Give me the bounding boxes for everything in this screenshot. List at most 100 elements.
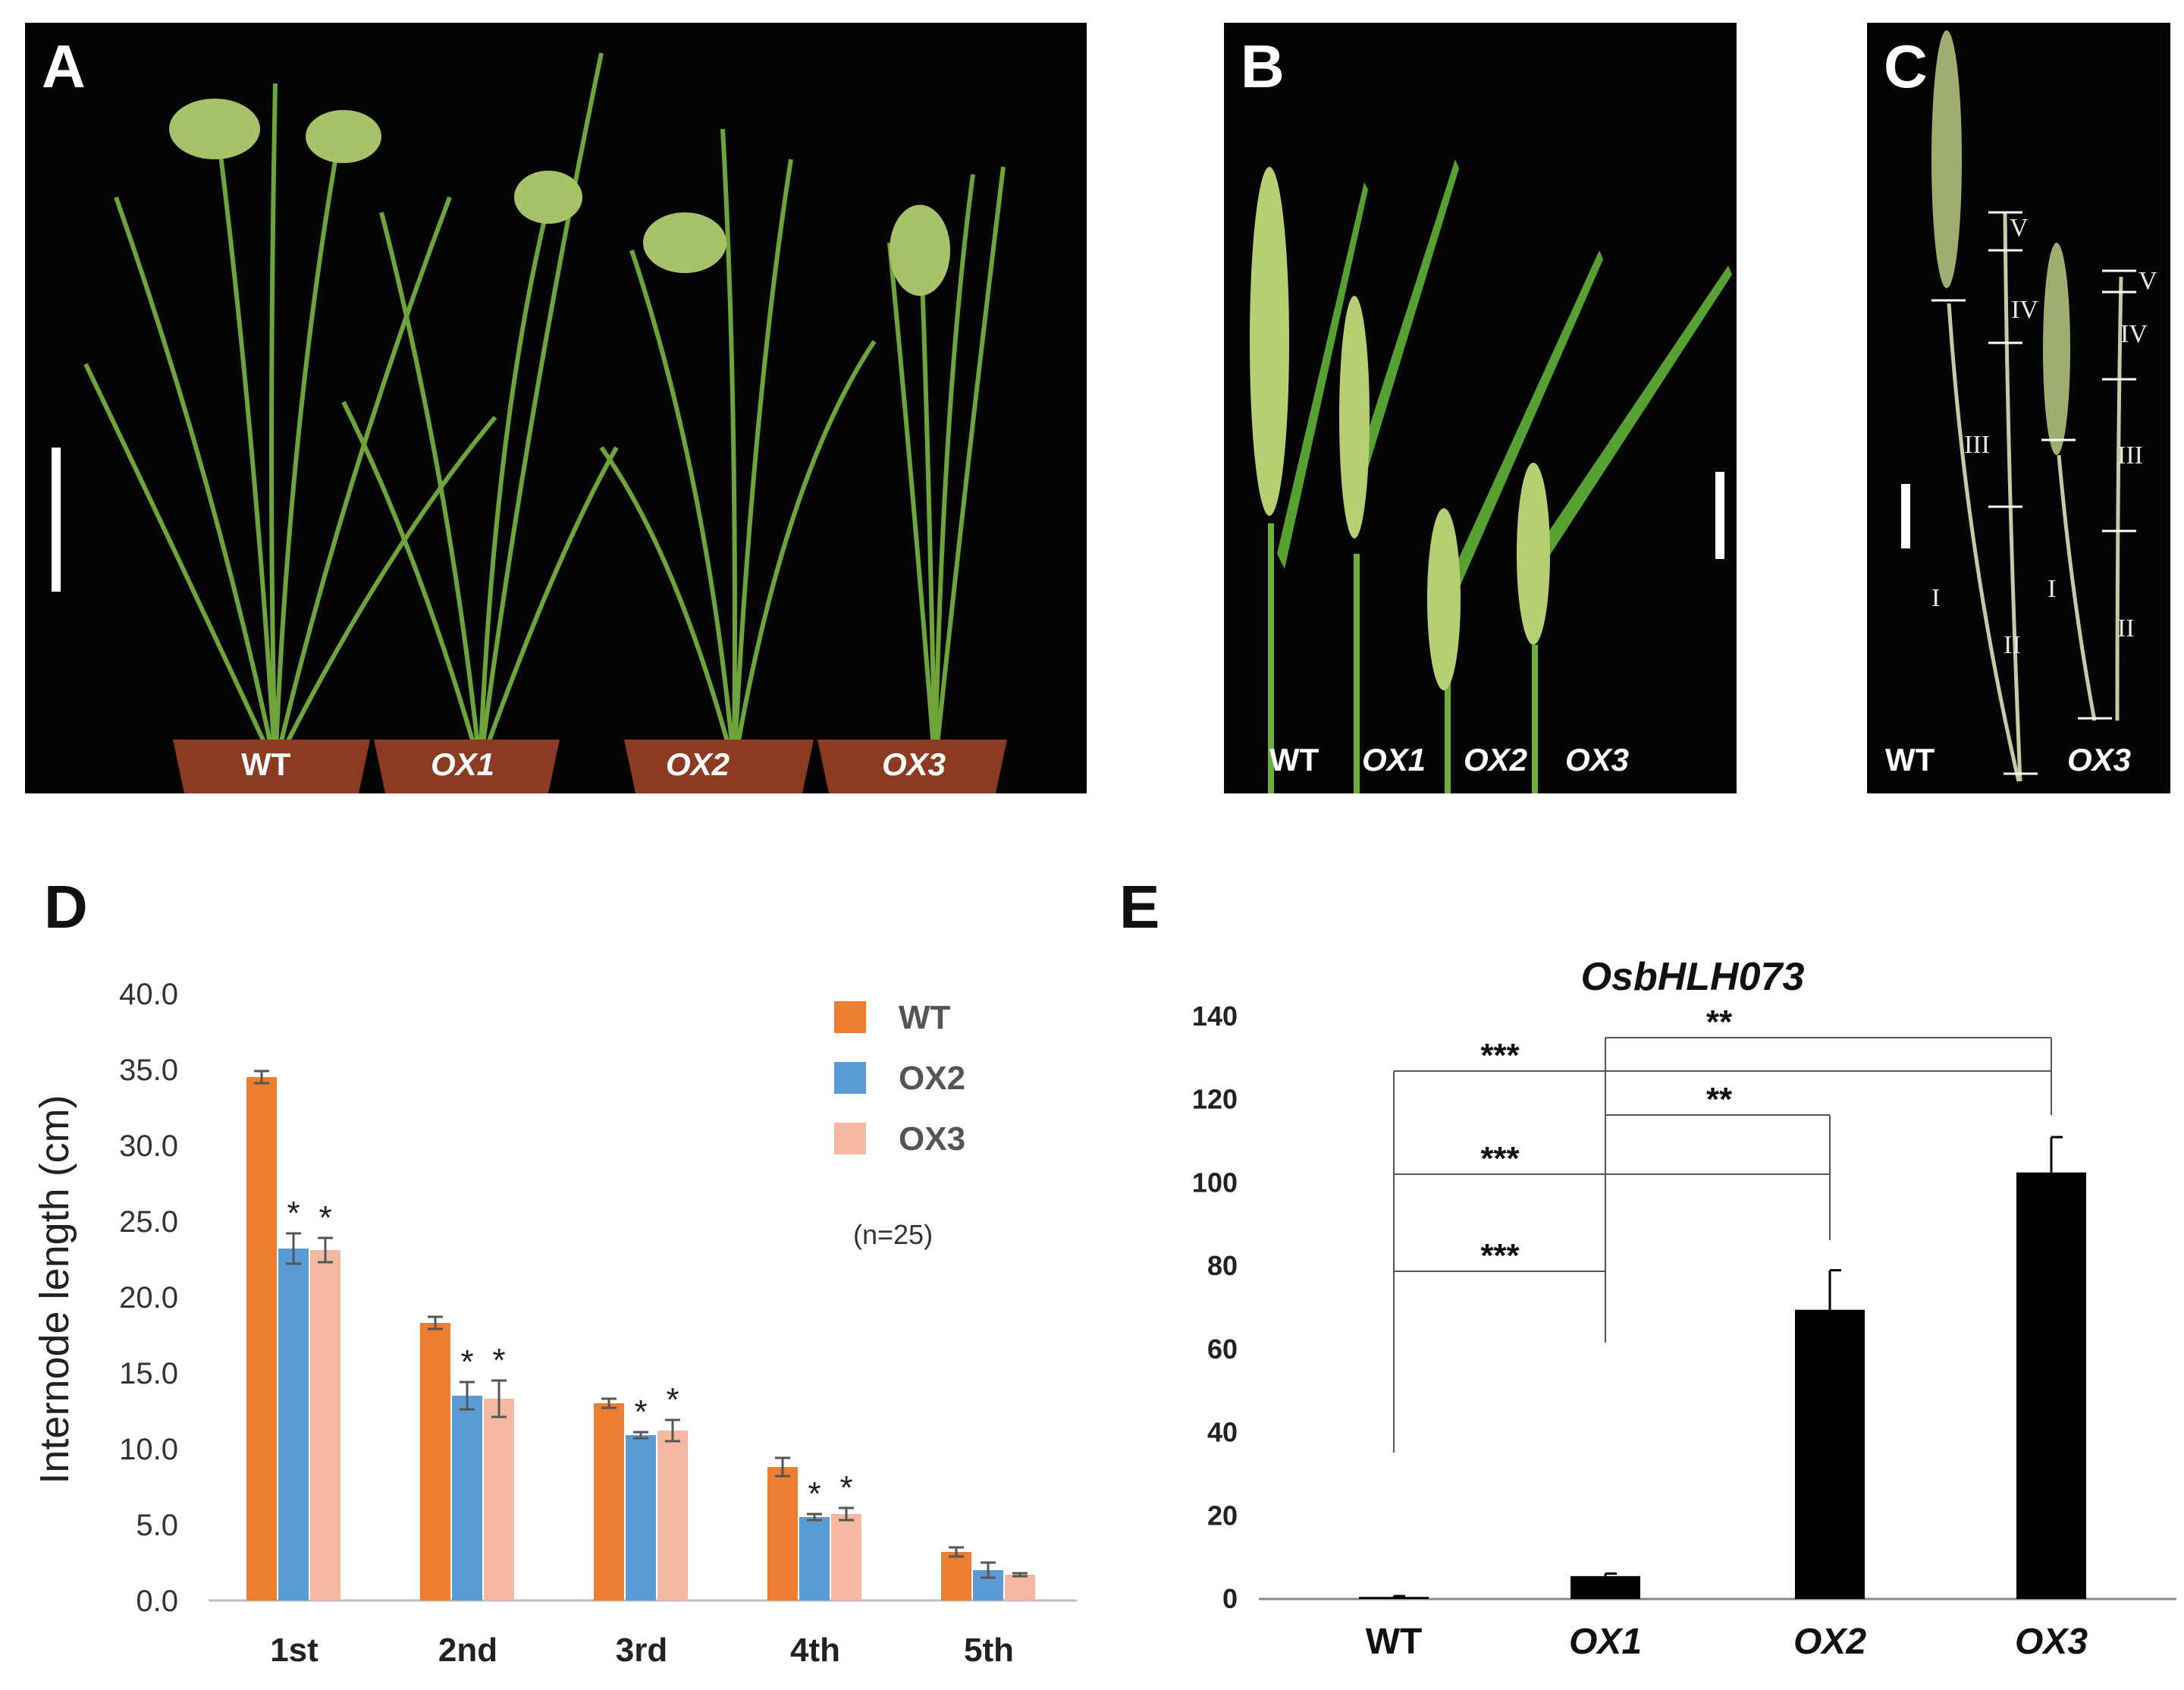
genotype-label-wt: WT xyxy=(241,746,291,782)
genotype-label-ox2: OX2 xyxy=(1464,742,1528,777)
genotype-label-ox3: OX3 xyxy=(1565,742,1630,777)
chart-d-bar-wt-4th xyxy=(767,1467,798,1600)
chart-e-x-tick-label: OX2 xyxy=(1793,1622,1866,1662)
chart-e-significance-label: *** xyxy=(1480,1140,1520,1177)
chart-e-bar-ox2 xyxy=(1795,1309,1865,1599)
chart-e-bar-ox1 xyxy=(1571,1575,1640,1599)
panel-c-letter: C xyxy=(1884,33,1928,100)
chart-d-legend-swatch-wt xyxy=(834,1001,866,1033)
chart-d-bar-ox3-5th xyxy=(1005,1575,1035,1600)
chart-e-y-tick-label: 0 xyxy=(1222,1583,1238,1614)
chart-e-y-tick-label: 80 xyxy=(1207,1250,1238,1281)
chart-e-y-tick-label: 60 xyxy=(1207,1333,1238,1365)
chart-d-y-tick-label: 20.0 xyxy=(119,1281,178,1315)
panel-d-letter: D xyxy=(44,873,88,941)
chart-d-x-tick-label: 4th xyxy=(790,1632,840,1669)
chart-d-significance-marker: * xyxy=(460,1343,473,1381)
chart-e-bar-ox3 xyxy=(2016,1172,2086,1599)
chart-d-bar-ox3-1st xyxy=(310,1250,340,1600)
chart-d-y-tick-label: 0.0 xyxy=(136,1585,178,1618)
chart-d-significance-marker: * xyxy=(287,1195,300,1232)
chart-d-significance-marker: * xyxy=(839,1469,852,1506)
chart-e-y-tick-label: 20 xyxy=(1207,1500,1238,1531)
chart-d-bar-wt-1st xyxy=(246,1077,277,1600)
chart-d-x-tick-label: 5th xyxy=(964,1632,1014,1669)
chart-d-y-tick-label: 10.0 xyxy=(119,1433,178,1466)
chart-e-bar-wt xyxy=(1359,1597,1429,1599)
chart-d-bar-ox3-4th xyxy=(831,1514,861,1600)
scale-bar-b xyxy=(1715,472,1724,559)
chart-d-y-tick-label: 30.0 xyxy=(119,1129,178,1163)
internode-label-wt-i: I xyxy=(1931,584,1941,612)
internode-label-wt-ii: II xyxy=(2004,631,2021,659)
panel-c-photo: C V IV III II I V IV III II I WT OX3 xyxy=(1867,23,2170,793)
chart-d-y-tick-label: 25.0 xyxy=(119,1205,178,1239)
chart-d-significance-marker: * xyxy=(634,1393,647,1431)
chart-d-bar-ox3-2nd xyxy=(484,1399,514,1600)
chart-d-y-axis-label: Internode length (cm) xyxy=(32,1095,77,1484)
genotype-label-ox1: OX1 xyxy=(1362,742,1426,777)
chart-d-bar-ox2-2nd xyxy=(452,1396,482,1600)
chart-d-x-tick-label: 1st xyxy=(270,1632,318,1669)
genotype-label-ox3: OX3 xyxy=(2067,742,2132,777)
chart-d-significance-marker: * xyxy=(666,1381,679,1418)
chart-d-significance-marker: * xyxy=(492,1342,505,1379)
chart-d-bar-wt-3rd xyxy=(594,1403,624,1600)
internode-label-ox3-iii: III xyxy=(2117,441,2143,470)
internode-label-ox3-i: I xyxy=(2048,575,2057,603)
chart-e-x-tick-label: WT xyxy=(1366,1622,1423,1662)
internode-label-wt-iii: III xyxy=(1964,431,1990,459)
chart-e-significance-label: *** xyxy=(1480,1237,1520,1274)
panel-b-letter: B xyxy=(1241,33,1285,100)
chart-d-bar-ox3-3rd xyxy=(657,1431,688,1600)
internode-label-ox3-ii: II xyxy=(2117,614,2135,642)
chart-d-significance-marker: * xyxy=(808,1475,821,1513)
internode-label-wt-iv: IV xyxy=(2011,296,2038,324)
chart-d-x-tick-label: 3rd xyxy=(616,1632,667,1669)
chart-d-x-tick-label: 2nd xyxy=(438,1632,497,1669)
chart-e-y-tick-label: 40 xyxy=(1207,1417,1238,1448)
scale-bar-c xyxy=(1901,484,1910,548)
panel-a-photo: A WT OX1 OX2 OX3 xyxy=(25,23,1087,793)
chart-e-x-tick-label: OX1 xyxy=(1569,1622,1642,1662)
chart-e-y-tick-label: 140 xyxy=(1192,1000,1238,1032)
chart-d-y-tick-label: 15.0 xyxy=(119,1357,178,1390)
chart-e-significance-label: *** xyxy=(1480,1037,1520,1074)
internode-label-ox3-iv: IV xyxy=(2120,320,2148,348)
internode-label-wt-v: V xyxy=(2010,214,2029,242)
chart-e-y-tick-label: 100 xyxy=(1192,1167,1238,1198)
rice-plants-illustration xyxy=(52,52,1007,793)
genotype-label-wt: WT xyxy=(1269,742,1320,777)
chart-d-bar-wt-5th xyxy=(941,1552,971,1600)
rice-panicles-illustration xyxy=(1250,159,1732,793)
chart-d-significance-marker: * xyxy=(318,1199,331,1236)
chart-d-legend-label-wt: WT xyxy=(899,999,951,1036)
chart-d-legend-label-ox3: OX3 xyxy=(899,1120,965,1158)
genotype-label-wt: WT xyxy=(1885,742,1935,777)
chart-d-bar-wt-2nd xyxy=(420,1323,450,1600)
internode-label-ox3-v: V xyxy=(2138,267,2157,295)
chart-e-y-tick-label: 120 xyxy=(1192,1084,1238,1115)
scale-bar-a xyxy=(52,448,61,592)
chart-d-legend-label-ox2: OX2 xyxy=(899,1060,965,1097)
rice-stems-illustration xyxy=(1901,30,2136,782)
panel-b-photo: B WT OX1 OX2 OX3 xyxy=(1224,23,1737,793)
chart-e-title: OsbHLH073 xyxy=(1581,955,1805,999)
chart-d-legend-swatch-ox2 xyxy=(834,1062,866,1094)
chart-d-bar-ox2-3rd xyxy=(626,1435,656,1600)
chart-d-sample-size-note: (n=25) xyxy=(853,1219,933,1250)
chart-d-bar-ox2-1st xyxy=(278,1249,309,1600)
chart-d-y-tick-label: 35.0 xyxy=(119,1054,178,1087)
panel-a-letter: A xyxy=(42,33,86,100)
chart-d-y-tick-label: 5.0 xyxy=(136,1509,178,1542)
chart-e-x-tick-label: OX3 xyxy=(2015,1622,2088,1662)
chart-d-legend-swatch-ox3 xyxy=(834,1123,866,1154)
chart-e-significance-label: ** xyxy=(1706,1081,1733,1118)
genotype-label-ox2: OX2 xyxy=(666,746,730,782)
genotype-label-ox1: OX1 xyxy=(431,746,495,782)
genotype-label-ox3: OX3 xyxy=(882,746,946,782)
chart-d-bar-ox2-4th xyxy=(799,1517,830,1600)
chart-d-y-tick-label: 40.0 xyxy=(119,978,178,1011)
